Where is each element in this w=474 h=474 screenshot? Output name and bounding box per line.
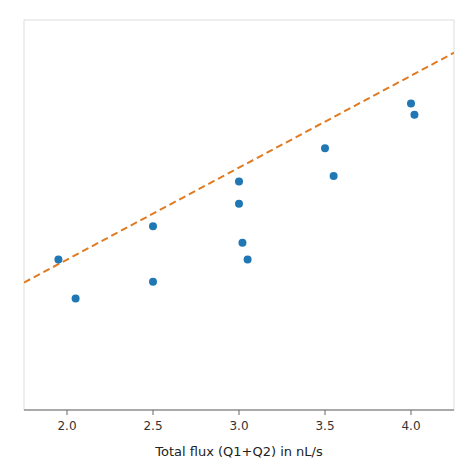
x-tick [239,410,240,415]
x-tick-label: 2.0 [57,419,76,433]
scatter-point [330,172,338,180]
scatter-point [407,100,415,108]
scatter-point [244,256,252,264]
scatter-point [235,200,243,208]
x-tick-label: 3.0 [229,419,248,433]
x-tick [153,410,154,415]
x-tick [411,410,412,415]
scatter-point [321,144,329,152]
chart: 2.0 2.5 3.0 3.5 4.0 Total flux (Q1+Q2) in nL/… [0,0,474,474]
scatter-point [235,178,243,186]
scatter-point [54,256,62,264]
scatter-point [238,239,246,247]
scatter-point [149,222,157,230]
x-tick-label: 3.5 [315,419,334,433]
plot-area [24,53,454,303]
scatter-point [149,278,157,286]
scatter-point [72,295,80,303]
plot-frame [24,20,454,410]
x-tick-label: 4.0 [401,419,420,433]
x-tick-label: 2.5 [143,419,162,433]
scatter-point [410,111,418,119]
x-tick [325,410,326,415]
x-axis-label: Total flux (Q1+Q2) in nL/s [154,444,323,459]
x-tick [67,410,68,415]
trend-line [24,53,454,283]
